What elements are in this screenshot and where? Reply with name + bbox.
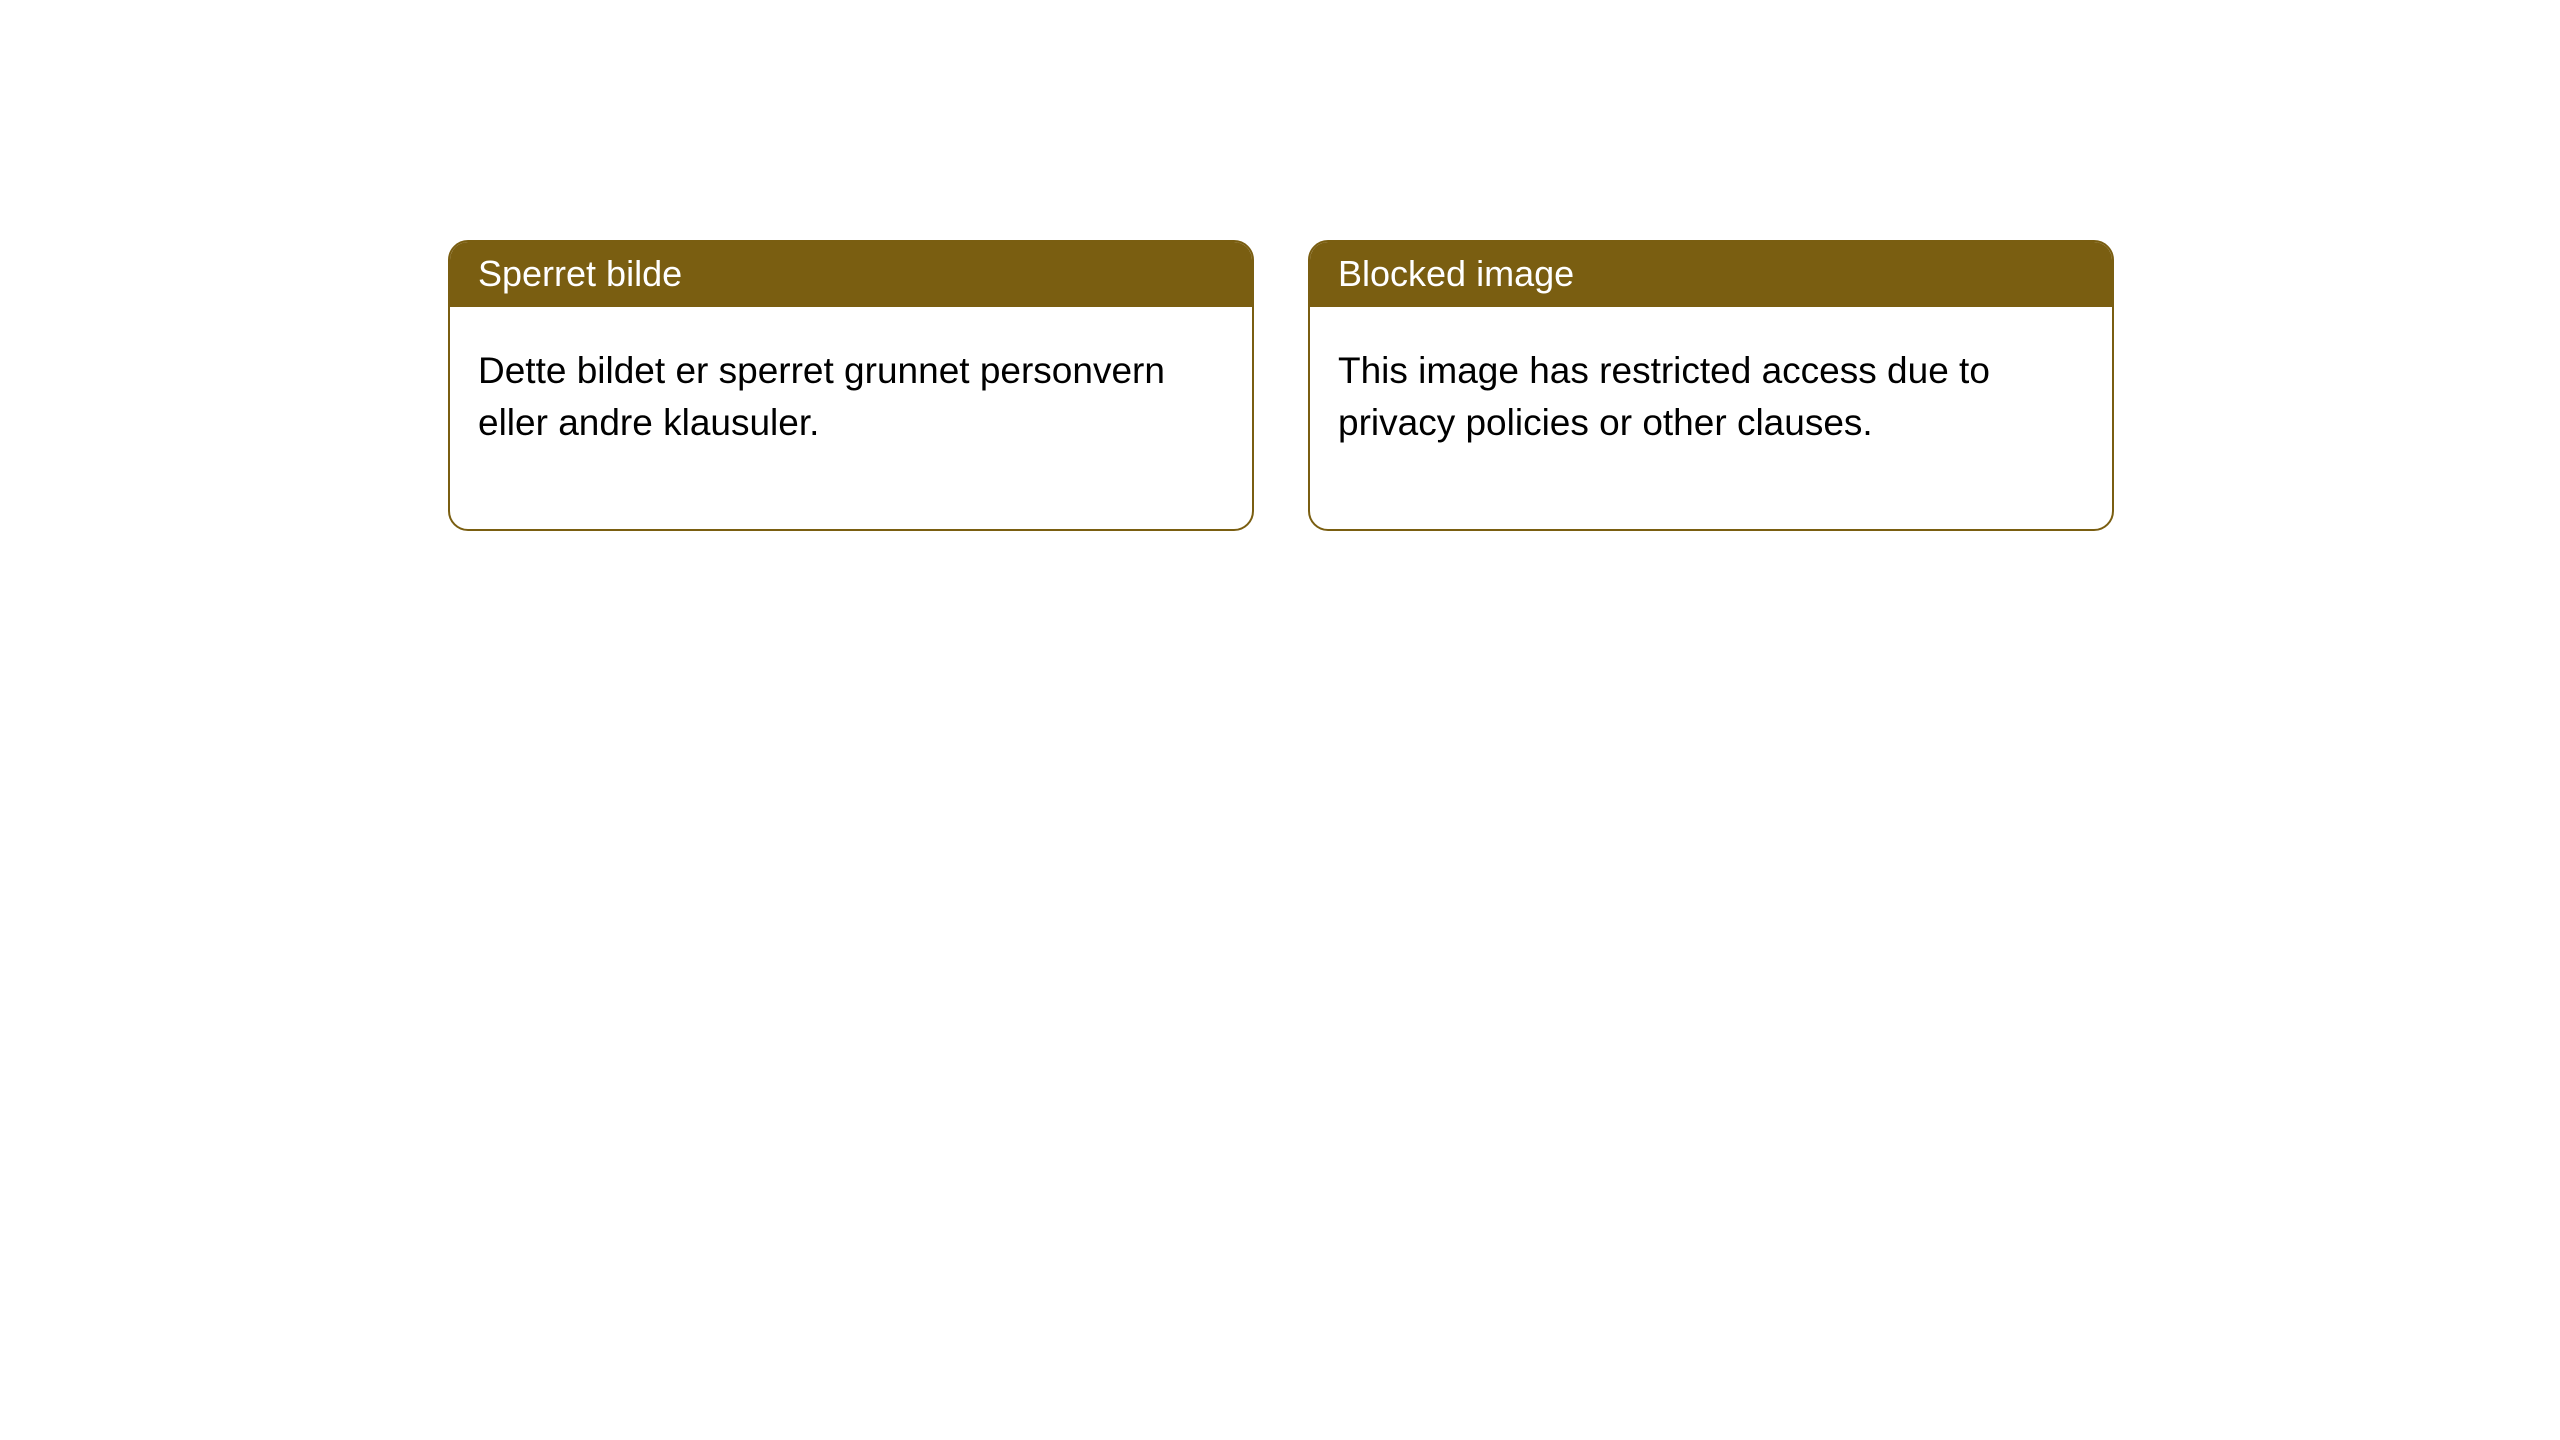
notice-body-norwegian: Dette bildet er sperret grunnet personve… (450, 307, 1252, 529)
notice-body-english: This image has restricted access due to … (1310, 307, 2112, 529)
notice-container: Sperret bilde Dette bildet er sperret gr… (0, 0, 2560, 531)
notice-header-english: Blocked image (1310, 242, 2112, 307)
notice-box-norwegian: Sperret bilde Dette bildet er sperret gr… (448, 240, 1254, 531)
notice-box-english: Blocked image This image has restricted … (1308, 240, 2114, 531)
notice-header-norwegian: Sperret bilde (450, 242, 1252, 307)
